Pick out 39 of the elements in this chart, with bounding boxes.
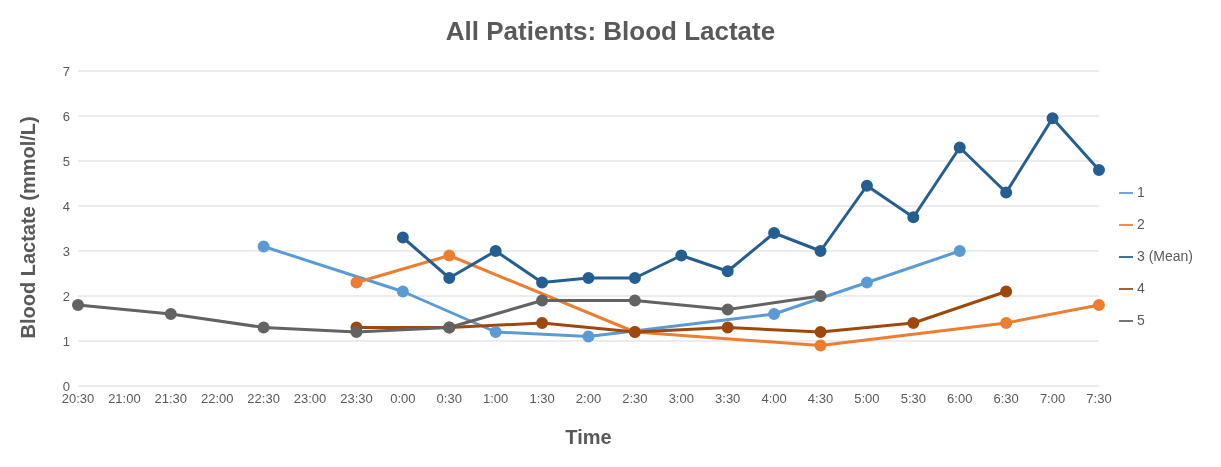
x-tick-label: 21:00 [108, 391, 141, 407]
x-tick-label: 2:30 [622, 391, 648, 407]
y-tick-label: 1 [62, 333, 70, 349]
y-tick-label: 5 [62, 153, 70, 169]
chart-title: All Patients: Blood Lactate [444, 15, 777, 48]
x-tick-label: 5:00 [854, 391, 880, 407]
x-tick-label: 5:30 [900, 391, 926, 407]
y-tick-label: 7 [62, 63, 70, 79]
x-tick-label: 23:00 [293, 391, 327, 407]
x-tick-label: 3:30 [715, 391, 741, 407]
y-tick-label: 4 [62, 198, 70, 214]
y-tick-label: 2 [62, 288, 70, 304]
legend-label: 3 (Mean) [1136, 248, 1193, 264]
x-tick-label: 1:30 [529, 391, 555, 407]
x-tick-label: 20:30 [61, 391, 95, 407]
legend-label: 2 [1136, 216, 1145, 232]
x-tick-label: 6:30 [993, 391, 1019, 407]
legend-label: 4 [1136, 280, 1145, 296]
x-axis-title: Time [565, 426, 612, 448]
x-tick-label: 1:00 [483, 391, 509, 407]
x-tick-label: 22:00 [200, 391, 234, 407]
y-axis-title: Blood Lactate (mmol/L) [17, 116, 40, 339]
x-tick-label: 7:30 [1086, 391, 1112, 407]
x-tick-label: 3:00 [668, 391, 694, 407]
x-tick-label: 0:30 [436, 391, 462, 407]
x-tick-label: 21:30 [154, 391, 188, 407]
x-tick-label: 2:00 [575, 391, 602, 407]
y-tick-label: 3 [62, 243, 70, 259]
y-tick-label: 0 [62, 378, 70, 394]
x-tick-label: 23:30 [340, 391, 373, 407]
x-tick-label: 4:30 [807, 391, 834, 407]
x-tick-label: 7:00 [1039, 391, 1066, 407]
y-tick-label: 6 [62, 108, 70, 124]
legend-label: 1 [1136, 184, 1145, 200]
x-tick-label: 4:00 [761, 391, 787, 407]
x-tick-label: 22:30 [247, 391, 280, 407]
x-tick-label: 0:00 [390, 391, 416, 407]
legend-label: 5 [1136, 312, 1145, 328]
x-tick-label: 6:00 [947, 391, 973, 407]
